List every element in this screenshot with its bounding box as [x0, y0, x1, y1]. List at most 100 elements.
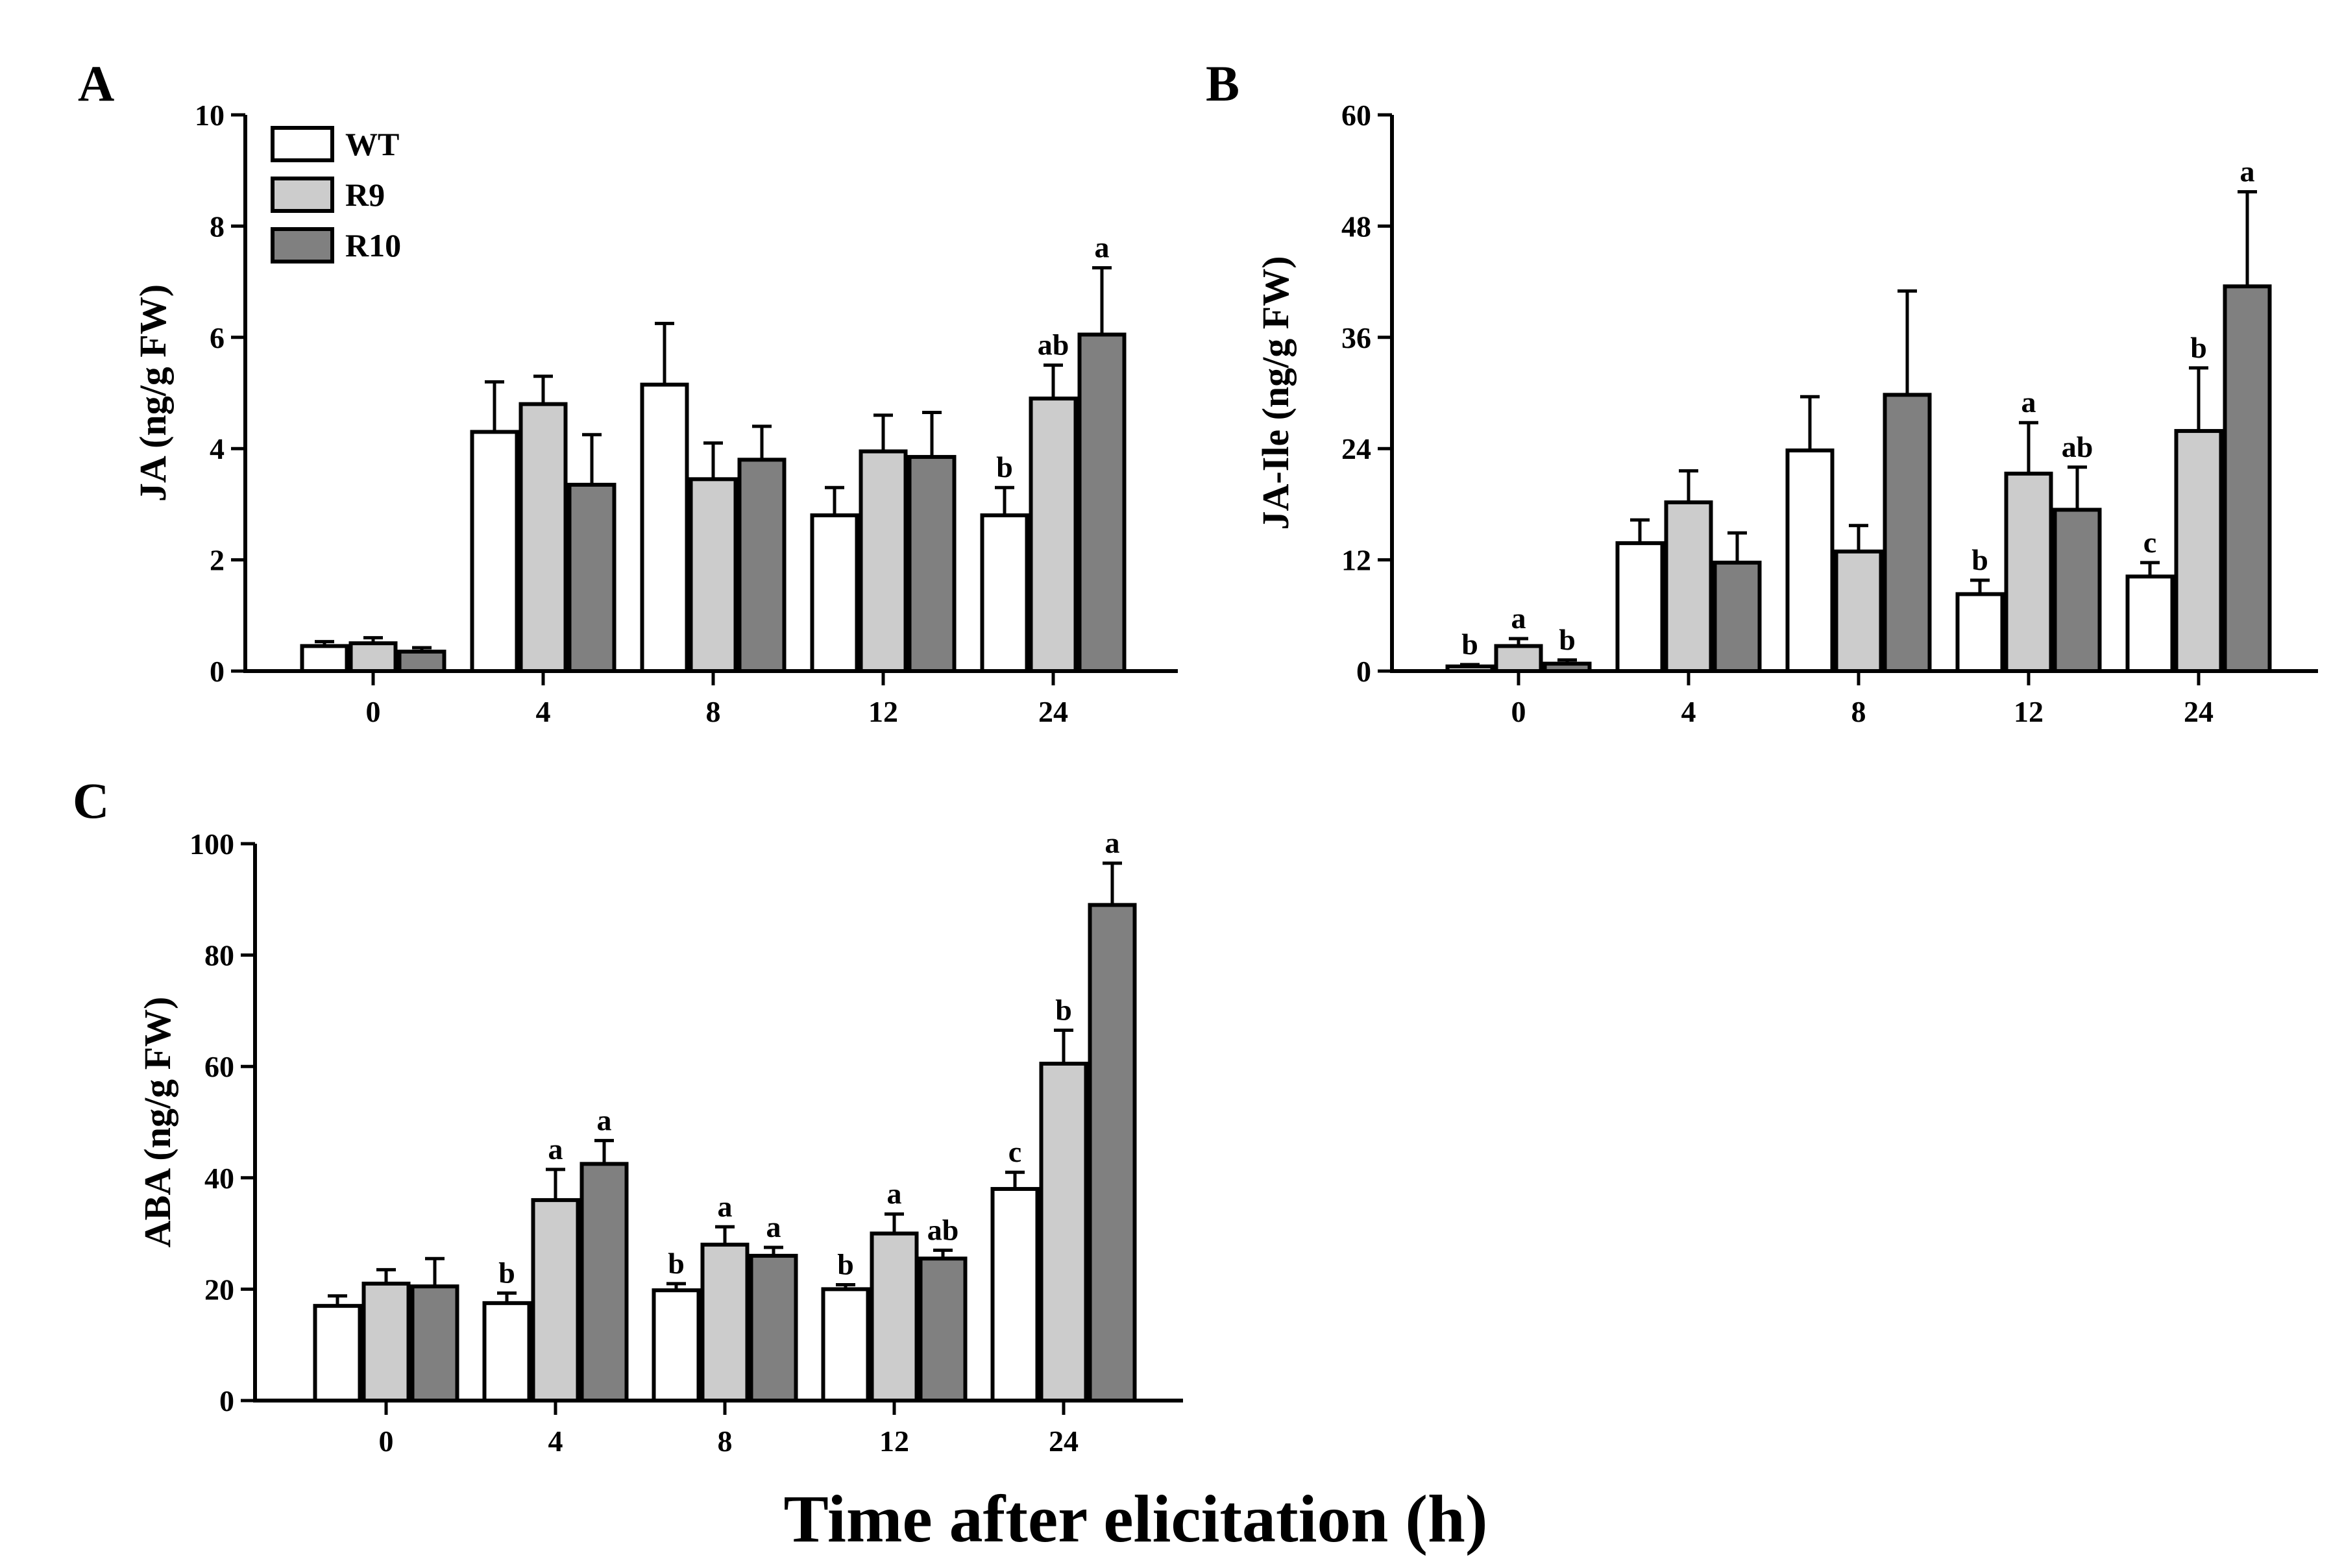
panel-c-y-tick-label: 0	[219, 1384, 234, 1417]
panel-a-x-tick-label: 8	[706, 695, 721, 728]
panel-b-bar-r9	[1494, 644, 1543, 673]
legend-label-r10: R10	[345, 227, 401, 263]
panel-c-bar-r9	[700, 1242, 750, 1403]
panel-a-bar-r10	[397, 650, 446, 674]
panel-b-x-tick-label: 24	[2184, 695, 2214, 728]
panel-a-bar-r10	[567, 482, 616, 674]
panel-a-x-tick-label: 12	[868, 695, 898, 728]
panel-b-bar-wt	[1445, 664, 1495, 673]
legend-label-r9: R9	[345, 177, 385, 213]
legend-swatch-r10	[271, 227, 334, 263]
panel-c-significance-label: b	[668, 1247, 685, 1280]
panel-c-significance-label: a	[887, 1177, 902, 1210]
legend-label-wt: WT	[345, 126, 399, 162]
panel-a-bar-wt	[810, 513, 859, 673]
panel-b-y-tick-label: 48	[1341, 210, 1371, 243]
panel-b-bar-r9	[1834, 549, 1883, 673]
panel-a-bar-wt	[300, 644, 349, 673]
panel-c-bar-r10	[1088, 903, 1137, 1403]
panel-c-x-tick-label: 12	[879, 1425, 909, 1458]
panel-a-x-tick-label: 0	[366, 695, 381, 728]
panel-c-y-tick-label: 20	[204, 1273, 234, 1306]
panel-b-bar-r10	[1543, 661, 1592, 673]
panel-b-letter: B	[1206, 55, 1239, 112]
panel-a-y-tick-label: 0	[210, 655, 225, 688]
panel-c-significance-label: c	[1008, 1135, 1021, 1168]
panel-b-bar-r9	[1664, 500, 1713, 673]
panel-b-significance-label: a	[2240, 155, 2255, 188]
panel-b-bar-wt	[2125, 574, 2175, 673]
panel-b-bar-r9	[2174, 429, 2223, 673]
panel-c-y-tick-label: 80	[204, 939, 234, 972]
panel-b-y-axis-label: JA-Ile (ng/g FW)	[1254, 256, 1297, 530]
panel-b-significance-label: c	[2143, 526, 2156, 559]
panel-b-x-tick-label: 12	[2014, 695, 2044, 728]
panel-c-x-tick-label: 8	[718, 1425, 733, 1458]
panel-b-y-tick-label: 12	[1341, 544, 1371, 577]
panel-a-y-tick-label: 2	[210, 544, 225, 577]
panel-c-bar-wt	[652, 1288, 701, 1403]
panel-b-significance-label: a	[2021, 386, 2036, 419]
panel-b-y-tick-label: 0	[1356, 655, 1371, 688]
panel-a-bar-r9	[348, 641, 398, 674]
legend-swatch-r9	[271, 177, 334, 213]
panel-c-x-tick-label: 4	[548, 1425, 563, 1458]
panel-b-bar-wt	[1785, 448, 1835, 673]
panel-c-significance-label: a	[597, 1103, 612, 1136]
panel-a-x-tick-label: 24	[1038, 695, 1068, 728]
panel-b-x-tick-label: 8	[1851, 695, 1866, 728]
panel-b-significance-label: b	[1971, 543, 1988, 576]
legend: WT R9 R10	[271, 126, 401, 263]
panel-c-y-tick-label: 40	[204, 1162, 234, 1195]
panel-a-bar-wt	[980, 513, 1029, 673]
panel-b-y-tick-label: 60	[1341, 99, 1371, 132]
panel-c-significance-label: b	[1055, 993, 1072, 1026]
panel-a-y-tick-label: 6	[210, 321, 225, 354]
panel-c-bar-r9	[361, 1281, 411, 1403]
panel-c-letter: C	[73, 772, 109, 829]
panel-b-bar-r10	[2053, 508, 2102, 673]
panel-a-bar-r10	[907, 455, 957, 673]
x-axis-title: Time after elicitation (h)	[784, 1482, 1488, 1556]
panel-b-significance-label: b	[2190, 331, 2207, 364]
panel-b-x-tick-label: 4	[1681, 695, 1696, 728]
panel-c-x-tick-label: 24	[1049, 1425, 1079, 1458]
panel-c-significance-label: a	[718, 1190, 733, 1223]
panel-a-bar-r10	[1077, 332, 1127, 673]
panel-c-y-axis-label: ABA (ng/g FW)	[136, 997, 178, 1248]
panel-a-y-tick-label: 8	[210, 210, 225, 243]
panel-b-bar-r10	[1713, 560, 1762, 674]
panel-b-y-tick-label: 24	[1341, 432, 1371, 465]
panel-a-y-tick-label: 4	[210, 432, 225, 465]
panel-c-y-tick-label: 100	[189, 827, 234, 861]
panel-c-bar-wt	[313, 1304, 362, 1403]
panel-c-bar-r9	[1039, 1061, 1088, 1403]
panel-b-bar-wt	[1615, 541, 1665, 674]
panel-b-bar-wt	[1955, 592, 2005, 673]
panel-a-x-tick-label: 4	[536, 695, 551, 728]
panel-b-significance-label: a	[1511, 602, 1526, 635]
panel-c-significance-label: a	[766, 1210, 781, 1243]
panel-a-y-tick-label: 10	[195, 99, 225, 132]
panel-c-bar-r9	[531, 1198, 580, 1403]
panel-a-bar-r9	[1029, 397, 1078, 673]
panel-c-bar-wt	[821, 1287, 870, 1403]
panel-a-y-axis-label: JA (ng/g FW)	[132, 284, 174, 502]
panel-c-significance-label: b	[498, 1256, 515, 1289]
panel-b-bar-r9	[2004, 471, 2053, 673]
panel-c-significance-label: ab	[927, 1213, 959, 1246]
panel-b-significance-label: b	[1559, 623, 1576, 656]
panel-b-x-tick-label: 0	[1511, 695, 1526, 728]
panel-a-letter: A	[78, 55, 114, 112]
panel-a-significance-label: ab	[1038, 328, 1069, 361]
panel-c-bar-wt	[990, 1186, 1040, 1403]
panel-b-bar-r10	[2223, 284, 2272, 674]
panel-a-bar-r9	[689, 477, 738, 674]
panel-c-x-tick-label: 0	[379, 1425, 394, 1458]
panel-b-bar-r10	[1883, 393, 1932, 674]
